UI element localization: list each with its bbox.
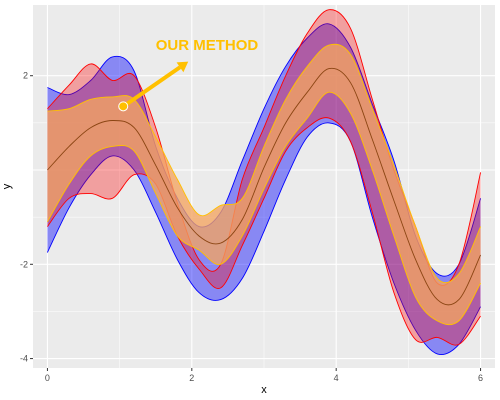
- annotation-arrow: [125, 65, 182, 106]
- series-lines: [47, 67, 482, 306]
- mean-line: [47, 67, 482, 306]
- y-tick-label: -2: [20, 259, 28, 269]
- x-axis-ticks: 0 2 4 6: [45, 368, 483, 383]
- band-upper-line-2: [47, 43, 482, 284]
- x-axis-title: x: [261, 384, 267, 396]
- annotation-arrow-head: [176, 61, 189, 73]
- band-lower-line-2: [47, 91, 481, 326]
- x-tick-label: 0: [45, 373, 50, 383]
- x-tick-label: 4: [334, 373, 339, 383]
- band-lower-line-0: [46, 122, 481, 355]
- y-axis-ticks: -4 -2 2: [20, 71, 33, 364]
- y-tick-label: -4: [20, 354, 28, 364]
- y-axis-title: y: [1, 183, 13, 189]
- annotation-marker: [118, 101, 129, 112]
- band-area-2: [47, 44, 481, 325]
- annotation: OUR METHOD: [118, 37, 259, 112]
- y-tick-label: 2: [23, 71, 28, 81]
- x-tick-label: 6: [478, 373, 483, 383]
- series-bands: [46, 9, 482, 355]
- annotation-label: OUR METHOD: [156, 37, 259, 54]
- band-lower-line-1: [47, 117, 481, 346]
- x-tick-label: 2: [189, 373, 194, 383]
